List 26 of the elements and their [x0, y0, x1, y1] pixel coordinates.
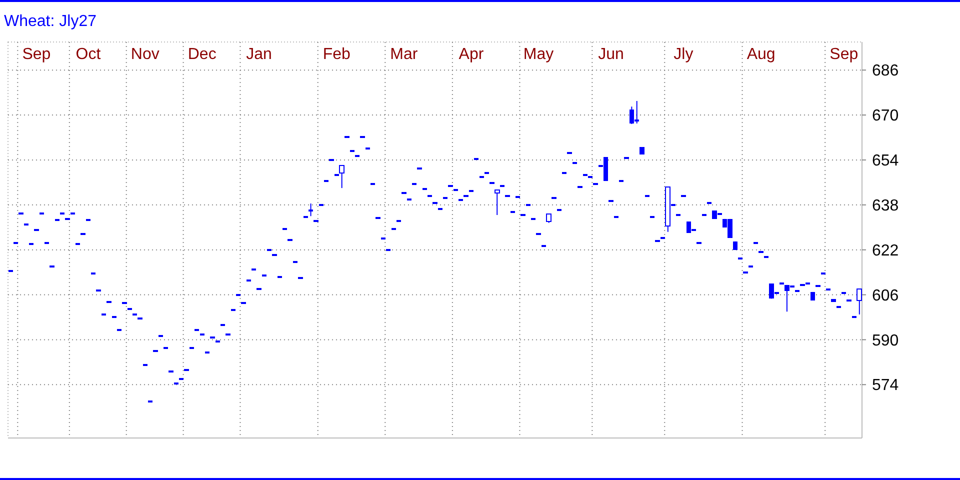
- y-tick-label: 606: [872, 287, 899, 304]
- chart-title: Wheat: Jly27: [4, 13, 97, 30]
- y-tick-label: 638: [872, 197, 899, 214]
- y-tick-label: 654: [872, 152, 899, 170]
- x-tick-label: Feb: [322, 46, 351, 63]
- y-tick-label: 686: [872, 62, 899, 80]
- x-tick-label: Oct: [76, 46, 102, 63]
- x-tick-label: Mar: [390, 46, 418, 63]
- x-tick-label: Jly: [674, 46, 694, 63]
- candlestick: [339, 165, 345, 189]
- y-tick-label: 670: [872, 108, 899, 125]
- x-tick-label: Dec: [188, 46, 216, 63]
- candlestick: [308, 202, 314, 217]
- x-tick-label: Sep: [22, 46, 51, 63]
- x-tick-label: Jun: [598, 46, 624, 63]
- x-tick-label: Jan: [246, 46, 272, 63]
- x-tick-label: Aug: [746, 46, 776, 63]
- candlestick: [494, 190, 500, 216]
- x-tick-label: Apr: [458, 46, 484, 63]
- y-tick-label: 590: [872, 332, 899, 350]
- candlestick: [856, 288, 862, 315]
- x-tick-label: Sep: [830, 46, 858, 63]
- y-tick-label: 574: [872, 377, 899, 394]
- x-tick-label: May: [523, 46, 554, 63]
- y-tick-label: 622: [872, 242, 899, 260]
- x-tick-label: Nov: [130, 46, 160, 63]
